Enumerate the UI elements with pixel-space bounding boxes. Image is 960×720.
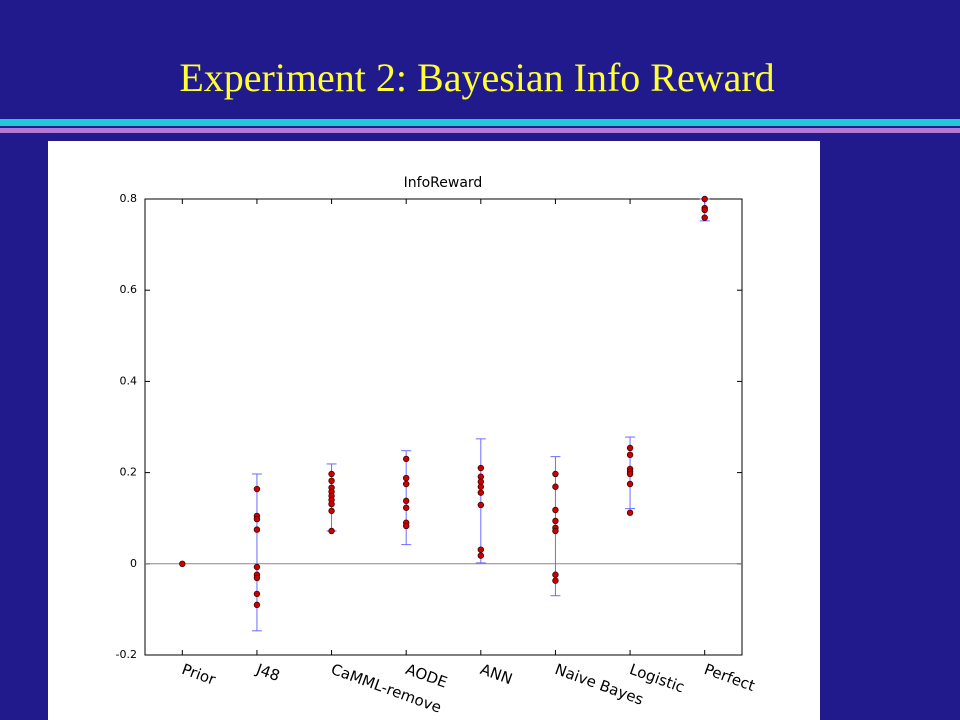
y-tick-label: 0.6 xyxy=(120,283,138,296)
point xyxy=(477,546,485,553)
point xyxy=(552,506,559,514)
point xyxy=(328,527,335,535)
point xyxy=(477,552,485,559)
point xyxy=(477,464,485,472)
point xyxy=(626,444,634,452)
slide-title: Experiment 2: Bayesian Info Reward xyxy=(179,55,774,100)
point xyxy=(477,489,485,496)
y-tick-label: 0.4 xyxy=(120,374,138,387)
point xyxy=(552,483,559,490)
point xyxy=(552,470,559,478)
point xyxy=(552,577,559,584)
point xyxy=(253,590,261,598)
point xyxy=(701,206,708,214)
chart-title: InfoReward xyxy=(404,175,483,191)
point xyxy=(477,501,485,509)
point xyxy=(626,451,634,459)
point xyxy=(701,195,708,203)
point xyxy=(626,470,634,478)
point xyxy=(552,571,559,578)
title-rule xyxy=(0,119,960,126)
title-rule xyxy=(0,128,960,133)
point xyxy=(253,515,261,523)
point xyxy=(253,526,261,533)
point xyxy=(552,517,559,525)
chart-background xyxy=(48,141,820,720)
point xyxy=(253,601,261,609)
point xyxy=(328,500,335,508)
point xyxy=(402,474,410,482)
point xyxy=(328,470,335,478)
point xyxy=(179,560,186,567)
y-tick-label: 0.8 xyxy=(120,192,138,205)
point xyxy=(477,483,485,490)
point xyxy=(402,480,410,488)
point xyxy=(626,509,634,516)
point xyxy=(402,497,410,505)
point xyxy=(253,485,261,493)
point xyxy=(701,214,708,221)
y-tick-label: 0.2 xyxy=(120,466,138,479)
point xyxy=(253,574,261,582)
point xyxy=(402,455,410,463)
point xyxy=(402,504,410,511)
y-tick-label: 0 xyxy=(130,557,137,570)
point xyxy=(253,563,261,571)
point xyxy=(626,480,634,488)
point xyxy=(328,477,335,485)
point xyxy=(328,507,335,515)
point xyxy=(552,527,559,535)
y-tick-label: -0.2 xyxy=(116,648,137,661)
plot-frame xyxy=(144,198,743,656)
point xyxy=(402,522,410,530)
